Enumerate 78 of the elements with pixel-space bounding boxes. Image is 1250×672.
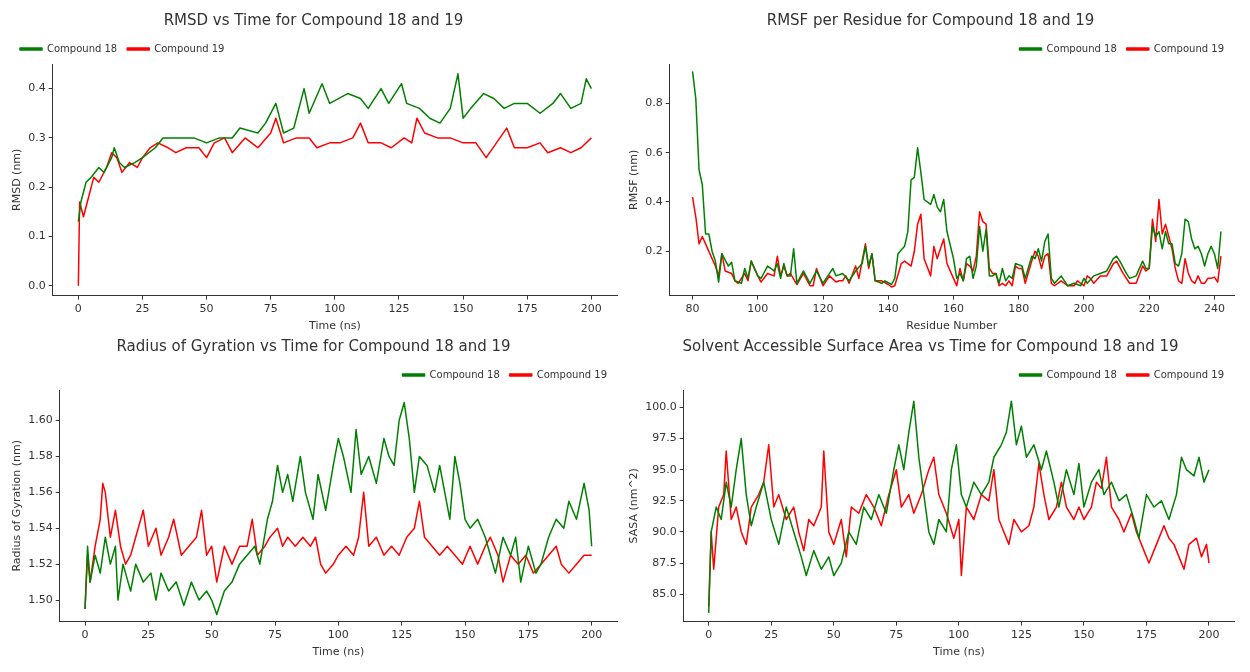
x-tick-label: 25 xyxy=(764,628,779,642)
y-tick-label: 92.5 xyxy=(652,493,677,507)
x-tick-label: 200 xyxy=(580,302,602,316)
legend-label: Compound 18 xyxy=(429,368,500,380)
y-tick-label: 90.0 xyxy=(652,524,677,538)
y-tick-label: 0.6 xyxy=(645,145,663,159)
y-tick-label: 0.4 xyxy=(28,81,46,95)
x-tick-label: 150 xyxy=(1073,628,1095,642)
x-tick-label: 200 xyxy=(1198,628,1220,642)
x-axis-title: Time (ns) xyxy=(308,319,361,333)
x-axis-title: Time (ns) xyxy=(931,645,985,659)
y-tick-label: 0.8 xyxy=(645,96,663,110)
legend-label: Compound 19 xyxy=(154,42,225,54)
x-tick-label: 75 xyxy=(889,628,904,642)
x-axis-title: Residue Number xyxy=(906,319,998,333)
x-tick-label: 140 xyxy=(877,302,899,316)
x-tick-label: 80 xyxy=(685,302,700,316)
legend-label: Compound 19 xyxy=(1153,42,1224,54)
x-tick-label: 75 xyxy=(268,628,283,642)
x-tick-label: 200 xyxy=(581,628,603,642)
y-tick-label: 95.0 xyxy=(652,462,677,476)
y-tick-label: 0.1 xyxy=(28,229,46,243)
y-tick-label: 1.50 xyxy=(28,592,53,606)
y-axis-title: Radius of Gyration (nm) xyxy=(10,439,24,572)
x-tick-label: 100 xyxy=(324,302,346,316)
x-tick-label: 240 xyxy=(1203,302,1225,316)
legend-label: Compound 18 xyxy=(47,42,118,54)
y-tick-label: 1.60 xyxy=(28,413,53,427)
x-tick-label: 0 xyxy=(74,302,82,316)
x-tick-label: 0 xyxy=(81,628,89,642)
x-tick-label: 0 xyxy=(705,628,713,642)
y-tick-label: 87.5 xyxy=(652,555,677,569)
chart-title: Radius of Gyration vs Time for Compound 18 and 19 xyxy=(116,336,511,355)
y-tick-label: 85.0 xyxy=(652,587,677,601)
x-tick-label: 100 xyxy=(327,628,349,642)
chart-title: RMSD vs Time for Compound 18 and 19 xyxy=(163,10,464,29)
y-tick-label: 1.58 xyxy=(28,449,53,463)
x-tick-label: 120 xyxy=(812,302,834,316)
y-tick-label: 97.5 xyxy=(652,431,677,445)
x-axis-title: Time (ns) xyxy=(311,645,365,659)
y-axis-title: SASA (nm^2) xyxy=(627,468,641,544)
x-tick-label: 75 xyxy=(263,302,278,316)
legend-label: Compound 18 xyxy=(1046,368,1117,380)
y-tick-label: 0.2 xyxy=(28,180,46,194)
x-tick-label: 125 xyxy=(1010,628,1032,642)
x-tick-label: 25 xyxy=(135,302,150,316)
x-tick-label: 175 xyxy=(1135,628,1157,642)
x-tick-label: 50 xyxy=(826,628,841,642)
legend-label: Compound 19 xyxy=(1153,368,1224,380)
x-tick-label: 50 xyxy=(199,302,214,316)
x-tick-label: 150 xyxy=(452,302,474,316)
legend-label: Compound 18 xyxy=(1046,42,1117,54)
legend-label: Compound 19 xyxy=(536,368,607,380)
x-tick-label: 125 xyxy=(388,302,410,316)
y-tick-label: 1.52 xyxy=(28,557,53,571)
x-tick-label: 200 xyxy=(1073,302,1095,316)
y-tick-label: 0.3 xyxy=(28,130,46,144)
x-tick-label: 220 xyxy=(1138,302,1160,316)
y-tick-label: 100.0 xyxy=(645,400,677,414)
y-axis-title: RMSD (nm) xyxy=(10,148,24,211)
chart-title: RMSF per Residue for Compound 18 and 19 xyxy=(766,10,1095,29)
chart-title: Solvent Accessible Surface Area vs Time for Compound 18 and 19 xyxy=(682,336,1179,355)
y-tick-label: 1.54 xyxy=(28,521,53,535)
x-tick-label: 25 xyxy=(141,628,156,642)
x-tick-label: 150 xyxy=(454,628,476,642)
x-tick-label: 125 xyxy=(391,628,413,642)
x-tick-label: 100 xyxy=(948,628,970,642)
y-axis-title: RMSF (nm) xyxy=(627,149,641,210)
x-tick-label: 175 xyxy=(517,628,539,642)
y-tick-label: 0.4 xyxy=(645,194,663,208)
x-tick-label: 180 xyxy=(1008,302,1030,316)
x-tick-label: 50 xyxy=(204,628,219,642)
y-tick-label: 1.56 xyxy=(28,485,53,499)
x-tick-label: 100 xyxy=(747,302,769,316)
y-tick-label: 0.0 xyxy=(28,278,46,292)
y-tick-label: 0.2 xyxy=(645,244,663,258)
x-tick-label: 175 xyxy=(516,302,538,316)
x-tick-label: 160 xyxy=(942,302,964,316)
